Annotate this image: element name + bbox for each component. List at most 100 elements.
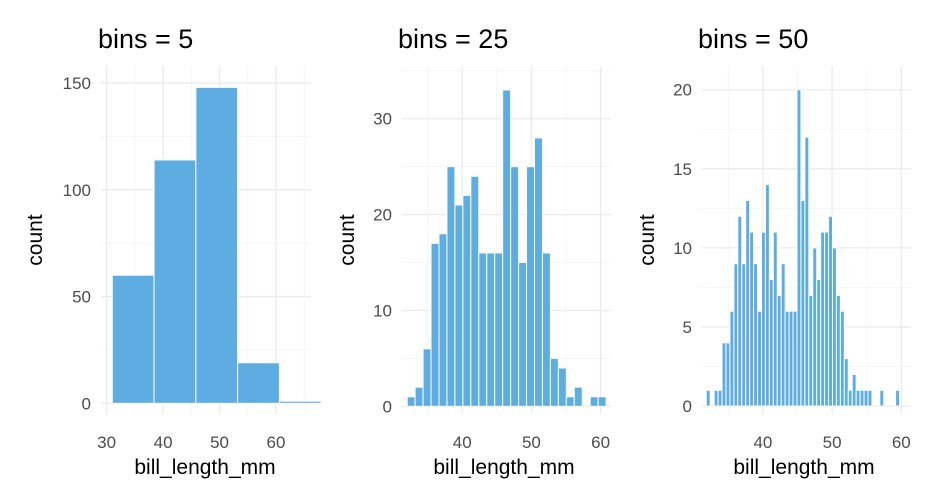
y-tick-label: 15 (673, 160, 692, 179)
tick-labels: 0 50 100 150 30 40 50 60 (63, 74, 286, 452)
y-axis-title: count (636, 214, 659, 266)
y-tick-label: 5 (683, 318, 692, 337)
histogram-bar (820, 231, 826, 407)
histogram-bar (414, 386, 424, 407)
bars (111, 86, 322, 404)
histogram-bar (879, 389, 885, 407)
histogram-bar (430, 242, 440, 407)
tick-labels: 0 5 10 15 20 40 50 60 (673, 81, 911, 452)
histogram-bar (835, 294, 841, 407)
histogram-bar (859, 389, 865, 407)
y-tick-label: 30 (373, 110, 392, 129)
histogram-bar (502, 89, 512, 407)
histogram-bar (792, 310, 798, 407)
histogram-bar (780, 263, 786, 407)
tick-labels: 0 10 20 30 40 50 60 (373, 110, 610, 452)
histogram-bar (717, 389, 723, 407)
histogram-bar (195, 86, 239, 404)
histogram-bar (454, 204, 464, 407)
histogram-bar (533, 137, 543, 407)
y-tick-label: 100 (63, 181, 91, 200)
histogram-bar (589, 396, 599, 407)
histogram-bar (406, 396, 416, 407)
y-tick-label: 50 (72, 288, 91, 307)
y-axis-title: count (336, 214, 359, 266)
histogram-bar (510, 166, 520, 407)
histogram-bar (557, 367, 567, 407)
histogram-bar (839, 310, 845, 407)
histogram-bar (828, 215, 833, 407)
x-tick-label: 50 (823, 433, 842, 452)
histogram-bar (804, 136, 810, 407)
panel-title: bins = 50 (698, 24, 808, 54)
histogram-panel-bins-50: bins = 50 bill_length_mm count 0 5 10 15 20 4… (636, 24, 911, 479)
histogram-bar (438, 233, 448, 407)
y-tick-label: 10 (673, 239, 692, 258)
histogram-bar (462, 194, 472, 407)
histogram-bar (745, 199, 751, 407)
histogram-bar (863, 389, 869, 407)
histogram-bar (565, 396, 575, 407)
x-tick-label: 60 (892, 433, 911, 452)
histogram-bar (422, 348, 432, 407)
histogram-bar (729, 310, 735, 407)
histogram-bar (808, 294, 814, 407)
histogram-bar (843, 358, 849, 407)
histogram-bar (494, 252, 504, 407)
histogram-panel-bins-5: bins = 5 bill_length_mm count 0 50 100 150 3… (24, 24, 322, 479)
histogram-bar (753, 263, 759, 407)
histogram-bar (788, 310, 794, 407)
histogram-bar (549, 357, 559, 407)
histogram-bar (831, 247, 837, 407)
panel-title: bins = 25 (398, 24, 508, 54)
y-axis-title: count (24, 214, 47, 266)
histogram-panel-bins-25: bins = 25 bill_length_mm count 0 10 20 30 40… (336, 24, 611, 479)
histogram-bar (486, 252, 496, 407)
histogram-bar (824, 231, 830, 407)
bars (406, 89, 607, 407)
histogram-bar (800, 199, 806, 407)
x-tick-label: 50 (210, 433, 229, 452)
histogram-bar (776, 294, 782, 407)
histogram-bar (816, 279, 822, 407)
histogram-bar (713, 389, 719, 407)
histogram-bar (749, 231, 755, 407)
histogram-bar (518, 262, 528, 407)
x-tick-label: 60 (591, 433, 610, 452)
histogram-bar (478, 252, 488, 407)
histogram-bar (764, 184, 770, 407)
histogram-bar (772, 231, 778, 407)
histogram-bar (741, 263, 747, 407)
histogram-bar (541, 252, 551, 407)
histogram-bar (725, 342, 731, 407)
x-tick-label: 50 (522, 433, 541, 452)
histogram-bar (237, 362, 280, 404)
histogram-bar (278, 400, 322, 404)
y-tick-label: 20 (373, 206, 392, 225)
histogram-bar (705, 389, 711, 407)
x-axis-title: bill_length_mm (134, 456, 275, 479)
histogram-bar (573, 386, 583, 407)
histogram-bar (855, 389, 861, 407)
histogram-bar (446, 166, 456, 407)
x-axis-title: bill_length_mm (733, 456, 874, 479)
y-tick-label: 20 (673, 81, 692, 100)
histogram-bar (895, 389, 901, 407)
histogram-bar (153, 159, 197, 404)
x-axis-title: bill_length_mm (433, 456, 574, 479)
histogram-bar (867, 389, 873, 407)
histogram-bar (760, 231, 766, 407)
histogram-bar (721, 342, 727, 407)
y-tick-label: 0 (82, 394, 91, 413)
histogram-bar (733, 263, 739, 407)
histogram-bar (470, 175, 480, 407)
bars (705, 89, 901, 407)
histogram-bar (847, 389, 853, 407)
y-tick-label: 150 (63, 74, 91, 93)
histogram-bar (737, 215, 743, 407)
x-tick-label: 40 (453, 433, 472, 452)
histogram-bar (768, 279, 774, 407)
histogram-bar (851, 373, 857, 407)
histogram-bar (796, 89, 802, 407)
